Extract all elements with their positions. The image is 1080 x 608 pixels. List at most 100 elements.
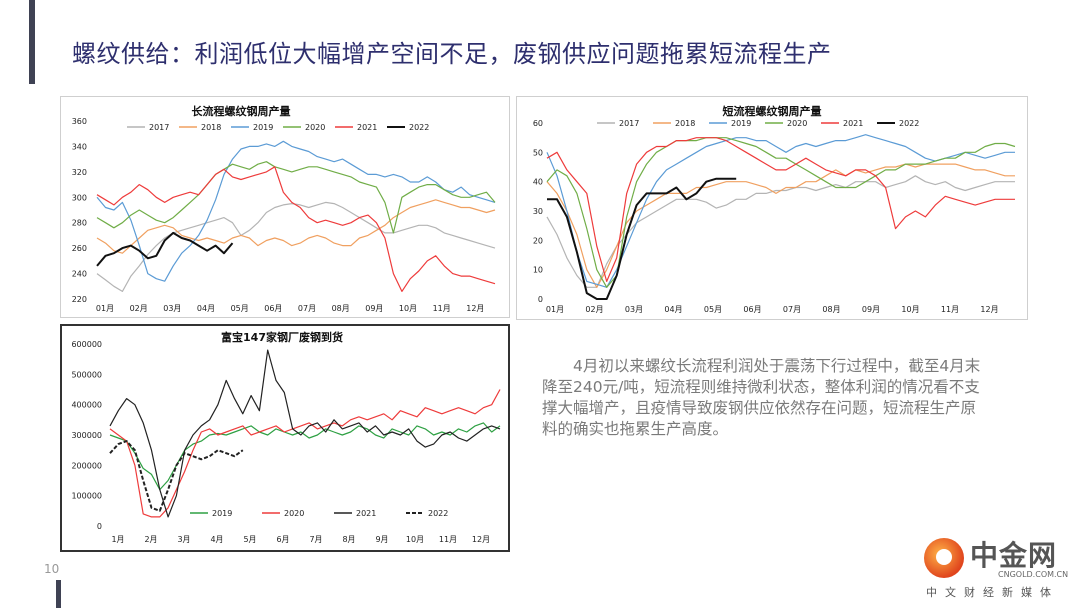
legend-label-2018: 2018 [675, 119, 695, 128]
series-line-2020 [546, 137, 1016, 288]
y-tick-label: 600000 [71, 340, 102, 349]
legend-label-2019: 2019 [253, 123, 273, 132]
logo-tagline: 中文财经新媒体 [926, 586, 1059, 599]
legend-label-2019: 2019 [731, 119, 751, 128]
series-line-2022 [96, 231, 234, 267]
x-tick-label: 09月 [862, 305, 880, 314]
x-tick-label: 01月 [96, 304, 114, 313]
y-tick-label: 100000 [71, 492, 102, 501]
legend-label-2022: 2022 [428, 509, 448, 518]
series-line-2021 [109, 349, 501, 518]
x-tick-label: 11月 [941, 305, 959, 314]
x-tick-label: 02月 [130, 304, 148, 313]
x-tick-label: 07月 [783, 305, 801, 314]
y-tick-label: 500000 [71, 370, 102, 379]
series-line-2021 [96, 166, 496, 292]
y-tick-label: 220 [72, 295, 87, 304]
x-tick-label: 07月 [298, 304, 316, 313]
y-tick-label: 340 [72, 142, 87, 151]
legend-label-2020: 2020 [284, 509, 304, 518]
x-tick-label: 08月 [822, 305, 840, 314]
x-tick-label: 7月 [309, 535, 322, 544]
x-tick-label: 03月 [163, 304, 181, 313]
legend-label-2017: 2017 [619, 119, 639, 128]
y-tick-label: 320 [72, 168, 87, 177]
page-number: 10 [44, 562, 60, 576]
legend-label-2017: 2017 [149, 123, 169, 132]
legend-label-2020: 2020 [305, 123, 325, 132]
series-line-2022 [547, 177, 737, 300]
series-line-2018 [96, 199, 496, 254]
y-tick-label: 30 [533, 207, 543, 216]
y-tick-label: 20 [533, 236, 543, 245]
x-tick-label: 5月 [243, 535, 256, 544]
legend-label-2020: 2020 [787, 119, 807, 128]
x-tick-label: 09月 [365, 304, 383, 313]
y-tick-label: 260 [72, 244, 87, 253]
x-tick-label: 08月 [332, 304, 350, 313]
brand-logo: 中金网 CNGOLD.COM.CN 中文财经新媒体 [912, 532, 1072, 604]
x-tick-label: 03月 [625, 305, 643, 314]
chart-short-process-output: 短流程螺纹钢周产量 0 10 20 30 40 50 60 01月 02月 03月 04月 05月 06月… [533, 104, 1016, 314]
commentary-text: 4月初以来螺纹长流程利润处于震荡下行过程中，截至4月末降至240元/吨，短流程则… [542, 357, 981, 438]
chart-long-process-output: 长流程螺纹钢周产量 220 240 260 280 300 320 340 360 01月 02月 0… [72, 104, 496, 313]
chart-panel-long-process: 长流程螺纹钢周产量 220 240 260 280 300 320 340 360 01月 02月 0… [60, 96, 510, 318]
x-tick-label: 10月 [406, 535, 424, 544]
chart-panel-short-process: 短流程螺纹钢周产量 0 10 20 30 40 50 60 01月 02月 03月 04月 05月 06月… [516, 96, 1028, 320]
x-tick-label: 12月 [980, 305, 998, 314]
logo-name: 中金网 [970, 539, 1058, 572]
y-tick-label: 200000 [71, 461, 102, 470]
x-tick-label: 2月 [144, 535, 157, 544]
legend-label-2019: 2019 [212, 509, 232, 518]
series-line-2019 [109, 422, 501, 491]
x-tick-label: 06月 [743, 305, 761, 314]
x-tick-label: 05月 [704, 305, 722, 314]
y-tick-label: 360 [72, 117, 87, 126]
x-tick-label: 11月 [439, 535, 457, 544]
x-tick-label: 06月 [264, 304, 282, 313]
x-tick-label: 04月 [197, 304, 215, 313]
legend-label-2022: 2022 [409, 123, 429, 132]
y-tick-label: 50 [533, 148, 543, 157]
title-accent-bar [29, 0, 35, 84]
y-tick-label: 0 [538, 295, 543, 304]
chart-title: 富宝147家钢厂废钢到货 [221, 330, 343, 344]
y-tick-label: 280 [72, 219, 87, 228]
legend-label-2018: 2018 [201, 123, 221, 132]
legend-label-2022: 2022 [899, 119, 919, 128]
x-tick-label: 11月 [433, 304, 451, 313]
chart-title: 长流程螺纹钢周产量 [192, 104, 291, 118]
y-tick-label: 300000 [71, 431, 102, 440]
x-tick-label: 12月 [472, 535, 490, 544]
legend-label-2021: 2021 [843, 119, 863, 128]
series-line-2021 [546, 137, 1015, 282]
chart-title: 短流程螺纹钢周产量 [723, 104, 822, 118]
x-tick-label: 05月 [231, 304, 249, 313]
x-tick-label: 1月 [111, 535, 124, 544]
legend-label-2021: 2021 [357, 123, 377, 132]
x-tick-label: 3月 [177, 535, 190, 544]
y-tick-label: 40 [533, 178, 543, 187]
x-tick-label: 04月 [664, 305, 682, 314]
chart-scrap-steel-arrivals: 富宝147家钢厂废钢到货 0 100000 200000 300000 400000 500… [71, 330, 501, 544]
y-tick-label: 10 [533, 266, 543, 275]
series-line-2020 [109, 389, 501, 518]
x-tick-label: 10月 [399, 304, 417, 313]
legend-label-2021: 2021 [356, 509, 376, 518]
x-tick-label: 8月 [342, 535, 355, 544]
x-tick-label: 02月 [585, 305, 603, 314]
y-tick-label: 0 [97, 522, 102, 531]
series-line-2019 [546, 134, 1015, 288]
series-line-2017 [96, 201, 496, 292]
slide-title: 螺纹供给：利润低位大幅增产空间不足，废钢供应问题拖累短流程生产 [72, 40, 832, 68]
x-tick-label: 10月 [901, 305, 919, 314]
y-tick-label: 300 [72, 193, 87, 202]
series-line-2020 [96, 161, 496, 234]
y-tick-label: 240 [72, 270, 87, 279]
chart-panel-scrap-arrivals: 富宝147家钢厂废钢到货 0 100000 200000 300000 400000 500… [60, 324, 510, 552]
logo-domain: CNGOLD.COM.CN [998, 570, 1069, 579]
y-tick-label: 60 [533, 119, 543, 128]
x-tick-label: 6月 [276, 535, 289, 544]
logo-mark-icon [924, 538, 964, 578]
series-line-2022 [109, 440, 244, 512]
